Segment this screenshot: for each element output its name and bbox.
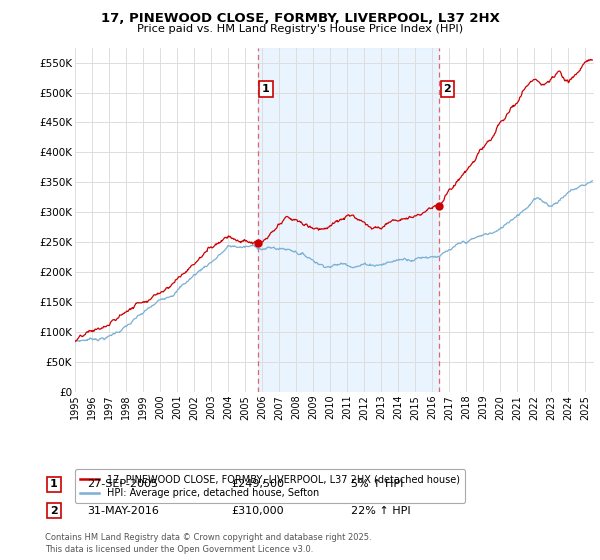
Text: Price paid vs. HM Land Registry's House Price Index (HPI): Price paid vs. HM Land Registry's House … <box>137 24 463 34</box>
Text: Contains HM Land Registry data © Crown copyright and database right 2025.
This d: Contains HM Land Registry data © Crown c… <box>45 533 371 554</box>
Text: 17, PINEWOOD CLOSE, FORMBY, LIVERPOOL, L37 2HX: 17, PINEWOOD CLOSE, FORMBY, LIVERPOOL, L… <box>101 12 499 25</box>
Text: 27-SEP-2005: 27-SEP-2005 <box>87 479 158 489</box>
Text: 31-MAY-2016: 31-MAY-2016 <box>87 506 159 516</box>
Text: £249,500: £249,500 <box>231 479 284 489</box>
Text: 1: 1 <box>262 84 270 94</box>
Text: £310,000: £310,000 <box>231 506 284 516</box>
Text: 2: 2 <box>50 506 58 516</box>
Text: 2: 2 <box>443 84 451 94</box>
Text: 22% ↑ HPI: 22% ↑ HPI <box>351 506 410 516</box>
Bar <box>258 48 439 392</box>
Legend: 17, PINEWOOD CLOSE, FORMBY, LIVERPOOL, L37 2HX (detached house), HPI: Average pr: 17, PINEWOOD CLOSE, FORMBY, LIVERPOOL, L… <box>74 469 464 503</box>
Text: 5% ↑ HPI: 5% ↑ HPI <box>351 479 403 489</box>
Text: 1: 1 <box>50 479 58 489</box>
